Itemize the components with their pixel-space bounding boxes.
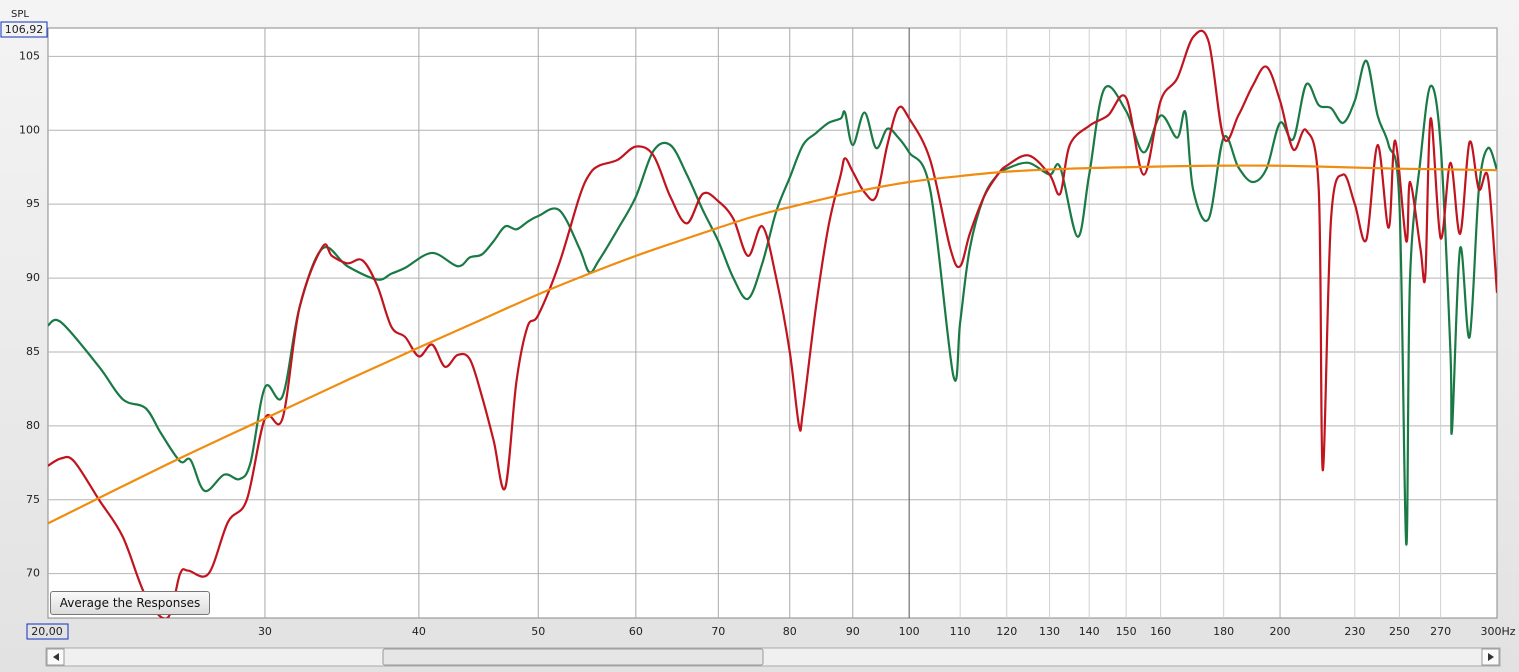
x-tick-label: 200 [1270, 625, 1291, 638]
labels: 70 75 80 85 90 95 100 105 106,92 20,00 30 40 50 60 70 8… [0, 21, 1516, 640]
x-tick-label: 250 [1389, 625, 1410, 638]
x-tick-label: 270 [1430, 625, 1451, 638]
x-tick-label: 180 [1213, 625, 1234, 638]
x-tick-label: 230 [1344, 625, 1365, 638]
y-tick-label: 85 [26, 345, 40, 358]
x-tick-label: 80 [783, 625, 797, 638]
y-tick-label: 75 [26, 493, 40, 506]
y-tick-label: 90 [26, 271, 40, 284]
x-tick-label: 140 [1079, 625, 1100, 638]
response-line [48, 29, 1497, 618]
y-tick-label: 95 [26, 197, 40, 210]
response-line [48, 59, 1497, 546]
x-tick-label: 90 [846, 625, 860, 638]
x-tick-label: 150 [1116, 625, 1137, 638]
x-tick-label: 70 [711, 625, 725, 638]
lines [48, 29, 1497, 618]
scrollbar[interactable] [45, 647, 1501, 667]
plot-area [47, 27, 1498, 619]
x-tick-label: 20,00 [31, 625, 63, 638]
x-tick-label: 50 [531, 625, 545, 638]
grid [48, 28, 1497, 618]
x-tick-label: 40 [412, 625, 426, 638]
x-tick-label: 130 [1039, 625, 1060, 638]
x-tick-label: 300Hz [1480, 625, 1515, 638]
x-limit-box [26, 623, 69, 640]
x-tick-label: 120 [996, 625, 1017, 638]
y-tick-label: 100 [19, 123, 40, 136]
y-axis-label: SPL [11, 9, 29, 20]
x-tick-label: 110 [950, 625, 971, 638]
y-limit-box [0, 21, 48, 38]
arrow-right [1488, 653, 1494, 661]
x-tick-label: 100 [899, 625, 920, 638]
x-tick-label: 160 [1150, 625, 1171, 638]
y-tick-label: 70 [26, 567, 40, 580]
y-tick-label: 106,92 [5, 23, 44, 36]
arrow-left [53, 653, 59, 661]
average-button[interactable]: Average the Responses [50, 591, 210, 615]
x-tick-label: 60 [629, 625, 643, 638]
y-tick-label: 80 [26, 419, 40, 432]
x-tick-label: 30 [258, 625, 272, 638]
y-tick-label: 105 [19, 49, 40, 62]
response-line [48, 164, 1497, 525]
scroll-thumb[interactable] [382, 648, 764, 666]
